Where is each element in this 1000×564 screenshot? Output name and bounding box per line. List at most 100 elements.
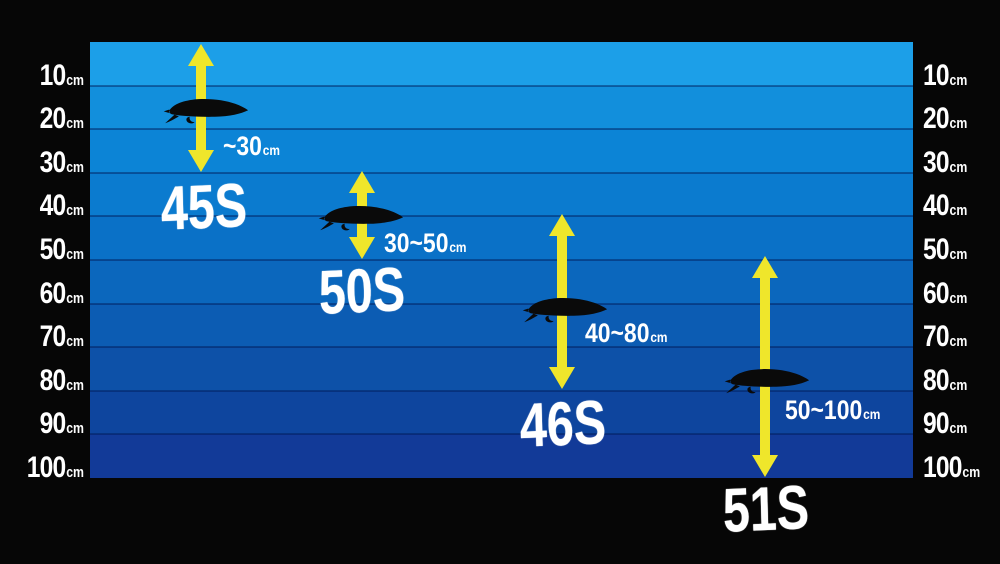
depth-tick-40cm-left: 40cm [15,191,84,221]
depth-gridline-50cm [90,259,913,261]
tick-unit: cm [66,376,84,394]
model-label-46s: 46S [519,388,607,461]
range-value: 30~50 [384,228,449,258]
model-label-45s: 45S [160,171,248,244]
tick-unit: cm [66,245,84,263]
water-band-40cm [90,172,913,217]
depth-tick-20cm-right: 20cm [923,101,968,135]
depth-gridline-40cm [90,215,913,218]
tick-value: 50 [39,232,67,266]
tick-unit: cm [66,332,84,350]
arrow-down-icon [752,455,778,477]
arrow-down-icon [188,150,214,172]
tick-value: 100 [923,450,962,484]
depth-tick-60cm-right: 60cm [923,278,967,308]
lure-silhouette-icon [163,99,249,124]
depth-tick-10cm-left: 10cm [15,60,84,90]
arrow-up-icon [188,44,214,66]
tick-unit: cm [949,114,968,132]
range-label-50s: 30~50cm [384,229,467,262]
tick-unit: cm [949,71,968,89]
tick-value: 20 [39,101,67,135]
tick-unit: cm [949,376,968,394]
tick-value: 70 [39,319,67,353]
range-label-51s: 50~100cm [785,396,880,429]
depth-tick-70cm-left: 70cm [15,319,84,353]
tick-value: 10 [923,58,950,92]
depth-tick-50cm-right: 50cm [923,232,968,266]
depth-gridline-10cm [90,84,913,87]
tick-value: 10 [39,58,67,92]
tick-unit: cm [66,202,84,220]
tick-value: 60 [39,276,67,310]
tick-value: 20 [923,101,950,135]
depth-gridline-90cm [90,433,913,436]
water-band-10cm [90,42,913,86]
arrow-up-icon [549,214,575,236]
tick-unit: cm [949,245,968,263]
depth-tick-10cm-right: 10cm [923,60,967,90]
range-label-46s: 40~80cm [585,319,668,352]
depth-gridline-60cm [90,302,913,305]
tick-unit: cm [949,332,968,350]
arrow-down-icon [349,237,375,259]
tick-value: 70 [923,319,950,353]
depth-tick-30cm-left: 30cm [15,145,84,179]
tick-unit: cm [66,463,84,481]
tick-value: 30 [923,145,950,179]
tick-value: 30 [39,145,67,179]
tick-value: 80 [923,363,950,397]
range-unit: cm [449,239,467,255]
tick-unit: cm [66,158,84,176]
depth-range-arrow-51s [752,256,778,477]
tick-unit: cm [66,114,84,132]
model-label-50s: 50S [318,255,406,328]
arrow-down-icon [549,367,575,389]
water-band-90cm [90,390,913,435]
water-band-30cm [90,129,913,173]
water-band-50cm [90,216,913,260]
depth-tick-100cm-right: 100cm [923,450,981,484]
depth-tick-40cm-right: 40cm [923,191,967,221]
depth-tick-60cm-left: 60cm [15,278,84,308]
arrow-up-icon [349,171,375,193]
tick-unit: cm [949,420,968,438]
tick-unit: cm [962,463,981,481]
range-unit: cm [650,329,668,345]
range-value: 50~100 [785,395,863,425]
arrow-up-icon [752,256,778,278]
tick-unit: cm [949,202,968,220]
tick-value: 90 [923,407,950,441]
tick-unit: cm [949,158,968,176]
range-value: ~30 [223,131,262,161]
tick-unit: cm [949,289,968,307]
tick-value: 90 [39,407,67,441]
depth-tick-50cm-left: 50cm [15,232,84,266]
tick-value: 80 [39,363,67,397]
arrow-shaft [760,278,770,455]
depth-tick-30cm-right: 30cm [923,145,968,179]
range-label-45s: ~30cm [223,132,280,165]
water-band-70cm [90,303,913,348]
lure-silhouette-icon [724,369,810,394]
tick-value: 60 [923,276,950,310]
depth-tick-20cm-left: 20cm [15,101,84,135]
tick-value: 40 [923,189,950,223]
range-value: 40~80 [585,318,650,348]
depth-tick-90cm-right: 90cm [923,409,967,439]
depth-gridline-80cm [90,389,913,392]
tick-value: 50 [923,232,950,266]
range-unit: cm [262,142,280,158]
tick-value: 100 [26,450,66,484]
tick-unit: cm [66,289,84,307]
depth-gridline-20cm [90,128,913,131]
depth-tick-70cm-right: 70cm [923,319,968,353]
depth-tick-100cm-left: 100cm [15,450,84,484]
tick-unit: cm [66,420,84,438]
tick-value: 40 [39,189,67,223]
water-band-60cm [90,260,913,304]
depth-gridline-30cm [90,171,913,174]
depth-tick-90cm-left: 90cm [15,409,84,439]
water-gradient-panel [90,42,913,478]
